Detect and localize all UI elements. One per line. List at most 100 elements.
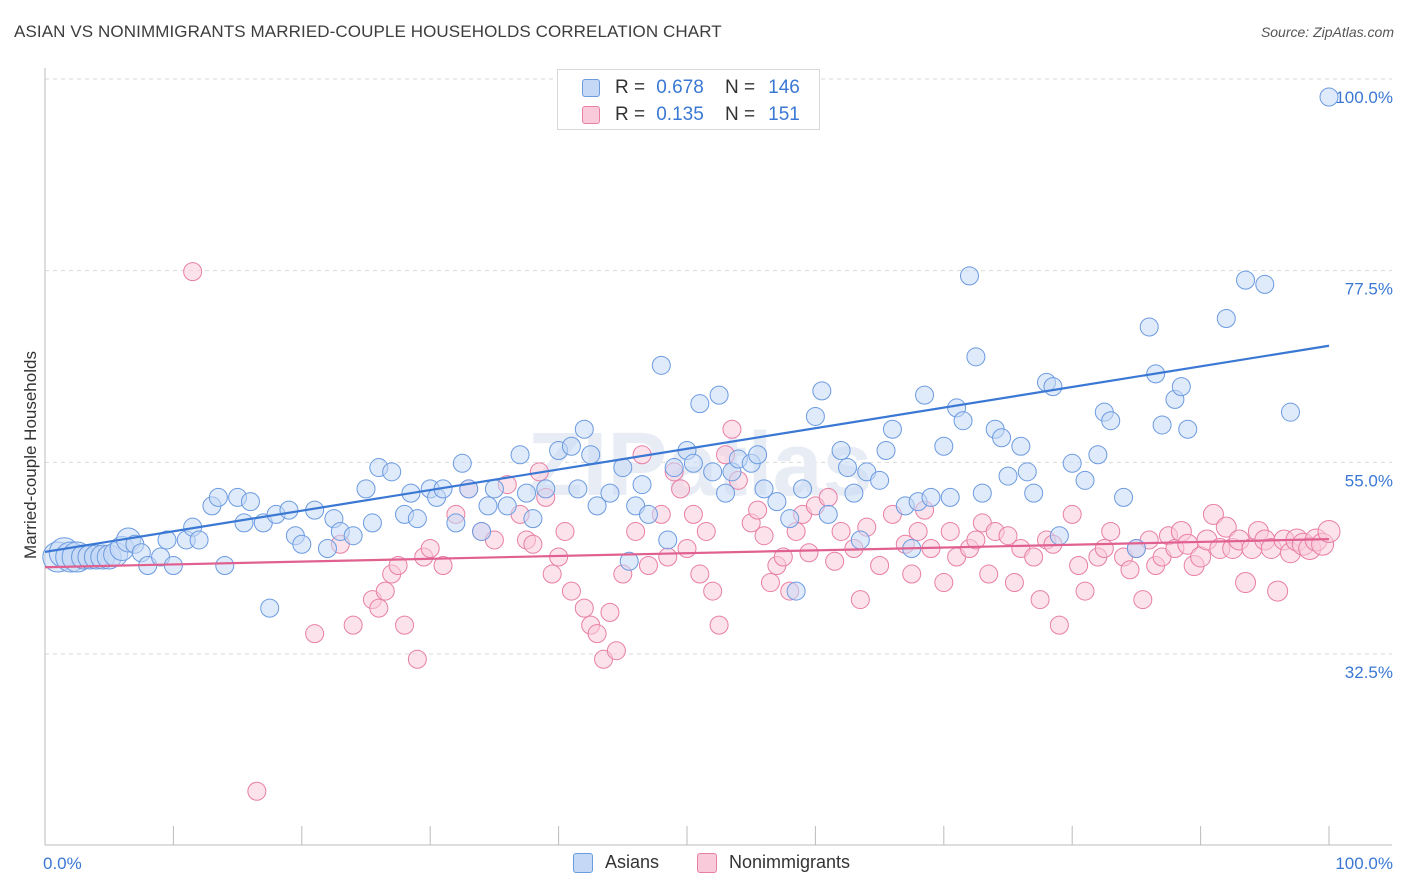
data-point: [587, 624, 607, 644]
trend-line: [44, 344, 1330, 553]
data-point: [908, 521, 928, 541]
data-point: [561, 436, 581, 456]
data-point: [773, 547, 793, 567]
data-point: [972, 483, 992, 503]
data-point: [690, 394, 710, 414]
data-point: [407, 649, 427, 669]
nonimmigrants-points: [183, 262, 1341, 801]
data-point: [555, 521, 575, 541]
data-point: [574, 598, 594, 618]
data-point: [870, 556, 890, 576]
chart-title: ASIAN VS NONIMMIGRANTS MARRIED-COUPLE HO…: [14, 22, 722, 41]
data-point: [683, 504, 703, 524]
data-point: [818, 487, 838, 507]
data-point: [818, 504, 838, 524]
data-point: [902, 564, 922, 584]
trend-lines: [44, 344, 1330, 569]
data-point: [934, 573, 954, 593]
data-point: [850, 530, 870, 550]
data-point: [626, 521, 646, 541]
n-value: 146: [768, 77, 800, 98]
data-point: [568, 479, 588, 499]
data-point: [292, 534, 312, 554]
data-point: [1101, 411, 1121, 431]
data-point: [1120, 560, 1140, 580]
data-point: [523, 509, 543, 529]
data-point: [934, 436, 954, 456]
data-point: [343, 526, 363, 546]
data-point: [343, 615, 363, 635]
data-point: [1049, 615, 1069, 635]
data-point: [940, 487, 960, 507]
data-point: [998, 526, 1018, 546]
data-point: [1075, 470, 1095, 490]
source-label: Source: ZipAtlas.com: [1260, 24, 1394, 40]
data-point: [1178, 419, 1198, 439]
trend-line: [44, 538, 1330, 569]
data-point: [876, 441, 896, 461]
data-point: [1075, 581, 1095, 601]
data-point: [850, 590, 870, 610]
data-point: [382, 462, 402, 482]
data-point: [1235, 572, 1257, 594]
data-point: [844, 483, 864, 503]
asians-points: [42, 87, 1339, 618]
data-point: [208, 487, 228, 507]
data-point: [825, 551, 845, 571]
data-point: [1017, 462, 1037, 482]
data-point: [356, 479, 376, 499]
data-point: [619, 551, 639, 571]
r-value: 0.135: [656, 104, 704, 125]
data-point: [517, 483, 536, 503]
data-point: [966, 347, 986, 367]
data-point: [979, 564, 999, 584]
data-point: [215, 556, 235, 576]
data-point: [183, 262, 203, 282]
x-tick-label: 100.0%: [1335, 854, 1393, 873]
data-point: [780, 509, 800, 529]
data-point: [561, 581, 581, 601]
data-point: [510, 445, 530, 465]
x-tick-label: 0.0%: [43, 854, 82, 873]
data-point: [600, 483, 620, 503]
data-point: [664, 458, 684, 478]
y-tick-label: 32.5%: [1345, 663, 1393, 682]
data-point: [921, 487, 941, 507]
data-point: [587, 496, 607, 516]
data-point: [247, 781, 267, 801]
data-point: [157, 530, 177, 550]
data-point: [523, 534, 543, 554]
data-point: [1062, 504, 1082, 524]
data-point: [1255, 274, 1275, 294]
data-point: [1011, 436, 1031, 456]
data-point: [420, 538, 440, 558]
correlation-legend: R = 0.678 N = 146 R = 0.135 N = 151: [557, 69, 820, 130]
nonimmigrants-legend-swatch: [697, 853, 717, 873]
asians-swatch: [582, 79, 600, 97]
data-point: [1114, 487, 1134, 507]
r-value: 0.678: [656, 77, 704, 98]
data-point: [940, 521, 960, 541]
data-point: [240, 492, 260, 512]
nonimmigrants-swatch: [582, 106, 600, 124]
data-point: [1317, 519, 1341, 543]
data-point: [722, 419, 742, 439]
data-point: [1004, 573, 1024, 593]
data-point: [1216, 308, 1236, 328]
data-point: [658, 547, 678, 567]
y-tick-label: 55.0%: [1345, 471, 1393, 490]
nonimmigrants-legend-label: Nonimmigrants: [729, 852, 851, 872]
data-point: [998, 466, 1018, 486]
data-point: [1069, 556, 1089, 576]
data-point: [189, 530, 209, 550]
data-point: [915, 385, 935, 405]
data-point: [1280, 402, 1300, 422]
data-point: [767, 492, 787, 512]
data-point: [452, 453, 472, 473]
data-point: [613, 458, 633, 478]
data-point: [388, 556, 408, 576]
data-point: [709, 385, 729, 405]
data-point: [754, 479, 774, 499]
data-point: [407, 509, 427, 529]
